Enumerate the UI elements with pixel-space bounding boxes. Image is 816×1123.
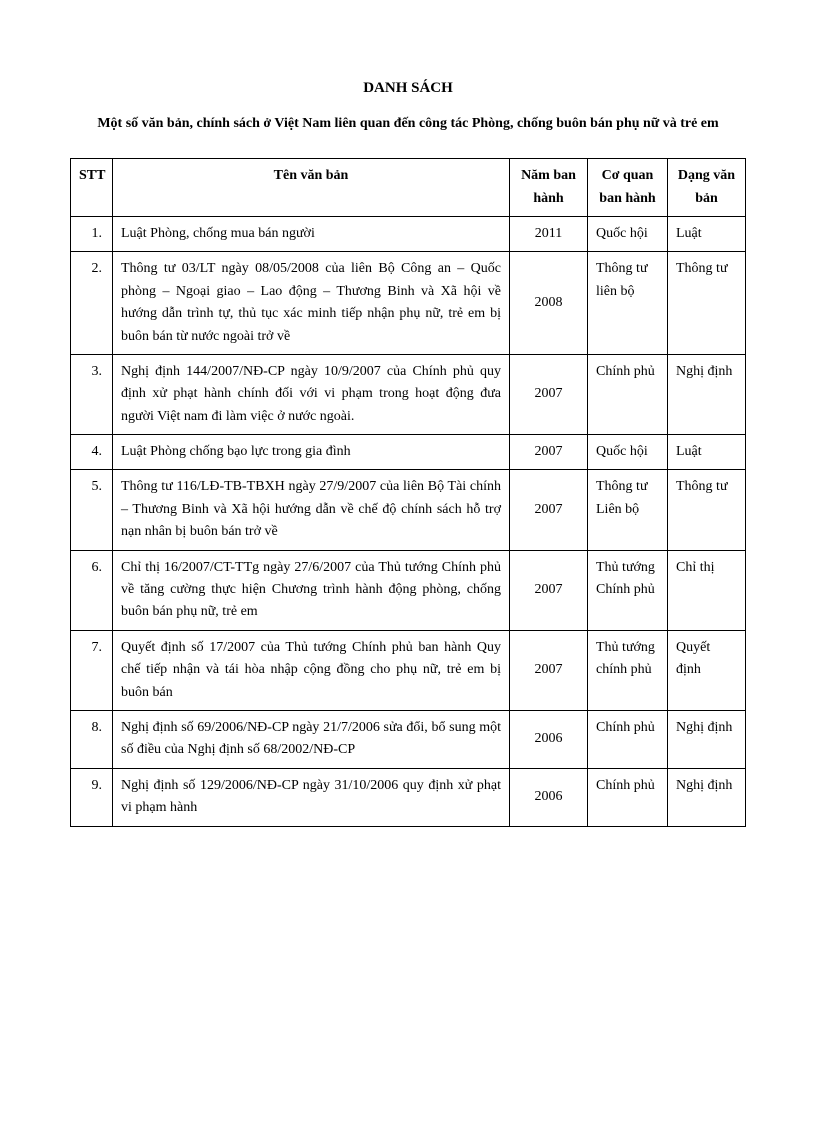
col-header-name: Tên văn bản [113, 159, 510, 217]
doc-subtitle: Một số văn bản, chính sách ở Việt Nam li… [70, 111, 746, 136]
cell-name: Luật Phòng, chống mua bán người [113, 216, 510, 251]
doc-title: DANH SÁCH [70, 80, 746, 97]
cell-agency: Thủ tướng chính phủ [588, 630, 668, 710]
table-row: 7. Quyết định số 17/2007 của Thủ tướng C… [71, 630, 746, 710]
table-header-row: STT Tên văn bản Năm ban hành Cơ quan ban… [71, 159, 746, 217]
cell-agency: Chính phủ [588, 711, 668, 769]
cell-stt: 5. [71, 470, 113, 550]
cell-type: Luật [668, 435, 746, 470]
table-row: 2. Thông tư 03/LT ngày 08/05/2008 của li… [71, 252, 746, 355]
cell-stt: 7. [71, 630, 113, 710]
cell-type: Quyết định [668, 630, 746, 710]
cell-year: 2007 [510, 470, 588, 550]
cell-stt: 3. [71, 354, 113, 434]
cell-type: Thông tư [668, 252, 746, 355]
cell-year: 2006 [510, 768, 588, 826]
table-row: 9. Nghị định số 129/2006/NĐ-CP ngày 31/1… [71, 768, 746, 826]
documents-table: STT Tên văn bản Năm ban hành Cơ quan ban… [70, 158, 746, 826]
table-body: 1. Luật Phòng, chống mua bán người 2011 … [71, 216, 746, 826]
table-row: 3. Nghị định 144/2007/NĐ-CP ngày 10/9/20… [71, 354, 746, 434]
table-row: 8. Nghị định số 69/2006/NĐ-CP ngày 21/7/… [71, 711, 746, 769]
cell-agency: Chính phủ [588, 768, 668, 826]
table-row: 1. Luật Phòng, chống mua bán người 2011 … [71, 216, 746, 251]
cell-year: 2007 [510, 550, 588, 630]
col-header-stt: STT [71, 159, 113, 217]
table-row: 6. Chỉ thị 16/2007/CT-TTg ngày 27/6/2007… [71, 550, 746, 630]
cell-stt: 1. [71, 216, 113, 251]
cell-name: Nghị định 144/2007/NĐ-CP ngày 10/9/2007 … [113, 354, 510, 434]
cell-stt: 9. [71, 768, 113, 826]
cell-name: Nghị định số 69/2006/NĐ-CP ngày 21/7/200… [113, 711, 510, 769]
cell-agency: Chính phủ [588, 354, 668, 434]
cell-type: Chỉ thị [668, 550, 746, 630]
cell-year: 2011 [510, 216, 588, 251]
cell-year: 2006 [510, 711, 588, 769]
cell-agency: Thông tư liên bộ [588, 252, 668, 355]
cell-type: Nghị định [668, 768, 746, 826]
cell-name: Quyết định số 17/2007 của Thủ tướng Chín… [113, 630, 510, 710]
cell-agency: Thông tư Liên bộ [588, 470, 668, 550]
cell-name: Thông tư 03/LT ngày 08/05/2008 của liên … [113, 252, 510, 355]
cell-name: Chỉ thị 16/2007/CT-TTg ngày 27/6/2007 củ… [113, 550, 510, 630]
cell-type: Nghị định [668, 711, 746, 769]
cell-year: 2007 [510, 630, 588, 710]
cell-stt: 2. [71, 252, 113, 355]
cell-type: Thông tư [668, 470, 746, 550]
cell-year: 2008 [510, 252, 588, 355]
cell-stt: 6. [71, 550, 113, 630]
cell-stt: 4. [71, 435, 113, 470]
cell-agency: Quốc hội [588, 216, 668, 251]
table-row: 5. Thông tư 116/LĐ-TB-TBXH ngày 27/9/200… [71, 470, 746, 550]
col-header-agency: Cơ quan ban hành [588, 159, 668, 217]
cell-year: 2007 [510, 354, 588, 434]
table-row: 4. Luật Phòng chống bạo lực trong gia đì… [71, 435, 746, 470]
cell-name: Luật Phòng chống bạo lực trong gia đình [113, 435, 510, 470]
cell-agency: Thủ tướng Chính phủ [588, 550, 668, 630]
col-header-year: Năm ban hành [510, 159, 588, 217]
cell-stt: 8. [71, 711, 113, 769]
cell-type: Nghị định [668, 354, 746, 434]
cell-agency: Quốc hội [588, 435, 668, 470]
cell-name: Thông tư 116/LĐ-TB-TBXH ngày 27/9/2007 c… [113, 470, 510, 550]
cell-year: 2007 [510, 435, 588, 470]
cell-type: Luật [668, 216, 746, 251]
cell-name: Nghị định số 129/2006/NĐ-CP ngày 31/10/2… [113, 768, 510, 826]
col-header-type: Dạng văn bản [668, 159, 746, 217]
